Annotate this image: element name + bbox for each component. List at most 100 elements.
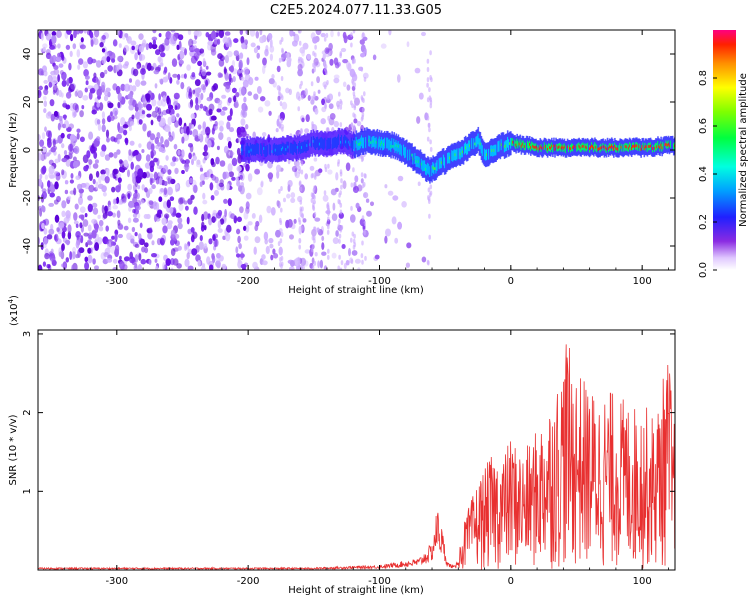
heatmap-noise-cell [240,36,245,44]
heatmap-ridge-core [474,142,476,146]
heatmap-noise-cell [183,73,187,79]
heatmap-noise-cell [320,118,326,125]
heatmap-noise-cell [211,127,215,135]
heatmap-ridge-core [539,145,541,148]
heatmap-noise-cell [75,231,81,238]
heatmap-noise-cell [140,258,147,265]
heatmap-ridge-core [607,147,610,150]
heatmap-noise-cell [83,232,89,237]
heatmap-noise-cell [320,32,326,38]
heatmap-noise-cell [241,87,246,96]
heatmap-noise-cell [141,246,146,253]
heatmap-noise-cell [262,57,267,66]
heatmap-ridge-core [542,146,545,150]
heatmap-noise-cell [206,96,213,102]
heatmap-noise-cell [281,101,288,110]
heatmap-ridge-inner [438,158,441,170]
heatmap-ridge-inner [478,138,481,149]
heatmap-noise-cell [141,149,145,153]
heatmap-noise-cell [87,57,93,65]
heatmap-ridge-outer [354,134,357,159]
heatmap-noise-cell [260,96,266,102]
heatmap-ridge-inner [399,143,402,155]
heatmap-noise-cell [298,238,302,244]
heatmap-ridge-core [348,140,350,144]
heatmap-noise-cell [94,223,99,233]
heatmap-ridge-core [544,145,547,148]
heatmap-noise-cell [276,170,280,179]
heatmap-ridge-inner [310,136,312,148]
heatmap-ridge-outer [525,135,528,153]
heatmap-noise-cell [114,248,119,257]
heatmap-ridge-inner [337,134,340,146]
heatmap-streak-cell [311,95,314,101]
heatmap-noise-cell [316,76,320,84]
heatmap-noise-cell [212,209,217,216]
heatmap-noise-cell [79,136,85,143]
heatmap-streak-cell [430,77,433,83]
heatmap-noise-cell [269,243,274,249]
heatmap-ridge-inner [322,138,324,150]
heatmap-streak-cell [352,30,356,34]
heatmap-noise-cell [176,44,180,50]
heatmap-noise-cell [206,256,211,265]
heatmap-ridge-core [595,145,597,149]
heatmap-ridge-core [660,143,662,147]
heatmap-noise-cell [384,184,388,189]
heatmap-ridge-inner [257,143,260,155]
heatmap-ridge-inner [429,166,431,178]
heatmap-x-tick-label: -200 [237,276,260,287]
heatmap-noise-cell [277,95,281,102]
heatmap-noise-cell [60,132,65,139]
heatmap-noise-cell [155,49,161,56]
heatmap-noise-cell [106,168,110,177]
heatmap-noise-cell [269,53,273,61]
heatmap-ridge-core [504,144,507,148]
heatmap-ridge-inner [517,140,519,149]
heatmap-noise-cell [230,213,236,220]
heatmap-ridge-inner [356,139,359,151]
heatmap-noise-cell [92,207,99,215]
heatmap-noise-cell [38,152,42,161]
heatmap-ridge-outer [419,149,422,174]
heatmap-ridge-core [614,144,616,148]
heatmap-ridge-core [318,142,321,146]
heatmap-noise-cell [244,224,250,233]
heatmap-noise-cell [138,119,143,125]
heatmap-ridge-core [578,144,580,148]
heatmap-noise-cell [133,217,139,223]
heatmap-ridge-inner [280,144,282,155]
heatmap-streak-cell [281,95,284,101]
heatmap-ridge-inner [407,149,409,161]
heatmap-noise-cell [69,50,73,58]
heatmap-noise-cell [195,97,199,105]
heatmap-ridge-inner [507,136,509,148]
heatmap-noise-cell [152,30,157,34]
heatmap-noise-cell [171,58,178,67]
heatmap-streak-cell [428,95,432,101]
heatmap-noise-cell [158,177,163,185]
heatmap-noise-cell [322,194,329,202]
heatmap-noise-cell [189,99,194,108]
heatmap-noise-cell [148,200,154,205]
heatmap-streak-cell [310,81,314,87]
heatmap-noise-cell [170,161,176,167]
heatmap-noise-cell [93,72,97,79]
heatmap-noise-cell [245,192,252,200]
heatmap-streak-cell [353,182,356,187]
heatmap-noise-cell [328,103,334,110]
heatmap-ridge-inner [451,150,453,161]
heatmap-streak-cell [314,174,317,180]
heatmap-noise-cell [102,212,108,219]
heatmap-noise-cell [49,174,56,179]
heatmap-noise-cell [85,80,89,86]
heatmap-noise-cell [231,176,236,181]
heatmap-noise-cell [330,188,337,196]
heatmap-streak-cell [298,168,301,174]
heatmap-streak-cell [281,47,284,53]
heatmap-streak-cell [323,66,327,72]
heatmap-ridge-core [312,139,315,143]
heatmap-noise-cell [88,131,94,140]
heatmap-noise-cell [271,74,275,79]
heatmap-noise-cell [148,130,152,136]
